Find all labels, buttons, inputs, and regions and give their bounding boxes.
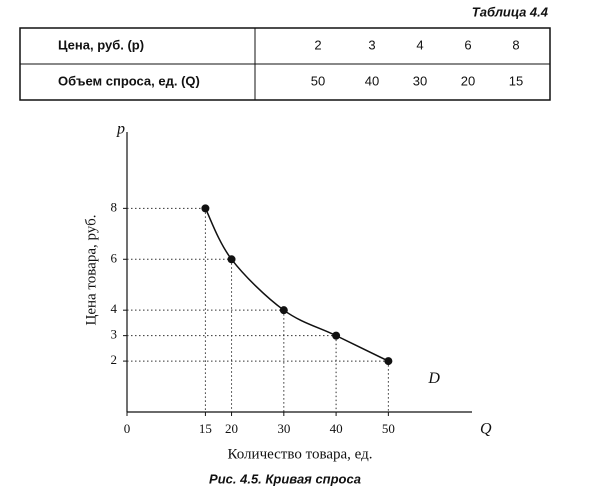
y-tick-label: 4 [111, 301, 118, 316]
y-tick-label: 2 [111, 352, 118, 367]
row-label: Цена, руб. (p) [58, 37, 144, 52]
x-tick-label: 30 [277, 421, 290, 436]
data-point [227, 255, 236, 264]
figure-caption: Рис. 4.5. Кривая спроса [209, 471, 361, 486]
table-cell: 40 [365, 73, 379, 88]
table-caption: Таблица 4.4 [472, 4, 549, 19]
x-tick-label: 0 [124, 421, 131, 436]
x-tick-label: 40 [330, 421, 343, 436]
table: Цена, руб. (p) 2 3 4 6 8 Объем спроса, ед. (Q)… [58, 37, 523, 88]
data-point [384, 357, 393, 366]
x-axis-letter: Q [480, 421, 492, 438]
chart: p Q 0 15 20 30 40 50 2 3 4 6 8 D [111, 121, 493, 438]
y-tick-label: 3 [111, 327, 118, 342]
table-cell: 20 [461, 73, 475, 88]
data-point [332, 331, 341, 340]
x-tick-label: 20 [225, 421, 238, 436]
curve-label: D [427, 370, 440, 387]
y-tick-label: 8 [111, 199, 118, 214]
table-cell: 6 [464, 37, 471, 52]
data-point [201, 204, 210, 213]
y-axis-letter: p [116, 121, 125, 138]
x-axis-label: Количество товара, ед. [228, 446, 373, 462]
table-cell: 30 [413, 73, 427, 88]
y-tick-label: 6 [111, 250, 118, 265]
y-axis-label: Цена товара, руб. [83, 215, 99, 326]
table-cell: 15 [509, 73, 523, 88]
table-cell: 4 [416, 37, 423, 52]
table-cell: 50 [311, 73, 325, 88]
row-label: Объем спроса, ед. (Q) [58, 73, 200, 88]
table-cell: 2 [314, 37, 321, 52]
table-cell: 3 [368, 37, 375, 52]
demand-curve [204, 208, 389, 362]
data-point [279, 306, 288, 315]
x-tick-label: 15 [199, 421, 212, 436]
table-frame [19, 27, 551, 101]
table-cell: 8 [512, 37, 519, 52]
x-tick-label: 50 [382, 421, 395, 436]
